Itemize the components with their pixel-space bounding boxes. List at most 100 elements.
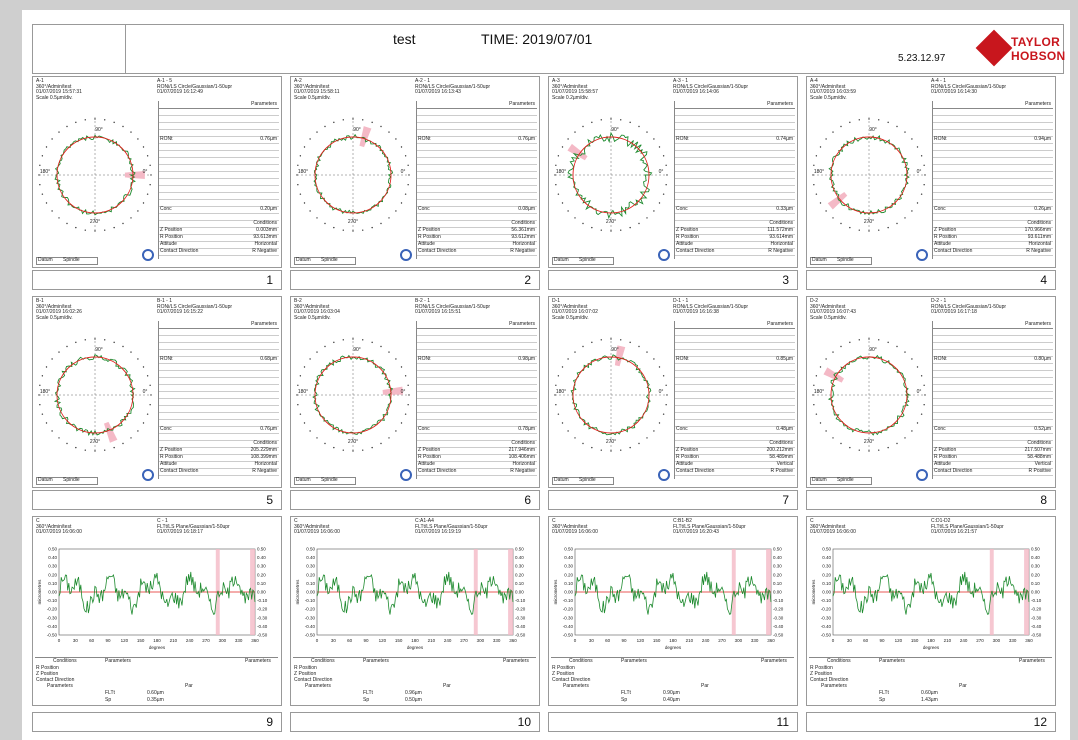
polar-tick: [309, 358, 311, 360]
y-tick-label-right: 0.10: [773, 581, 782, 586]
table-row: [933, 178, 1053, 186]
r-position-label: R Position: [36, 665, 59, 671]
software-version: 5.23.12.97: [898, 53, 946, 64]
table-row: [933, 171, 1053, 179]
table-row: R Position 93.614mm: [675, 234, 795, 242]
polar-tick: [362, 229, 364, 231]
table-row: [675, 178, 795, 186]
table-row: [933, 108, 1053, 116]
table-row: Contact Direction R Negative: [417, 468, 537, 476]
polar-tick: [303, 202, 306, 204]
roundness-card: D-2 360°/Admin/test 01/07/2019 16:07:43 D-2…: [806, 296, 1056, 488]
polar-tick: [591, 121, 593, 124]
polar-tick: [104, 449, 106, 451]
table-row: [933, 143, 1053, 151]
polar-label-left: 180°: [298, 169, 308, 175]
polar-tick: [380, 442, 382, 445]
polar-tick: [653, 430, 655, 432]
condition-value: 93.614mm: [769, 234, 793, 240]
polar-tick: [45, 146, 48, 148]
measurement-date: 01/07/2019 16:07:43: [810, 309, 856, 316]
polar-tick: [94, 338, 96, 340]
polar-tick: [316, 131, 318, 133]
y-tick-label-left: -0.10: [821, 598, 832, 603]
contact-direction-label: Contact Direction: [294, 677, 333, 683]
table-row: [675, 185, 795, 193]
y-tick-label-right: 0.50: [515, 547, 524, 552]
table-row: [159, 199, 279, 207]
report-header: test TIME: 2019/07/01 5.23.12.97 TAYLOR …: [32, 24, 1065, 74]
table-row: Conc 0.33µm: [675, 206, 795, 214]
condition-value: 200.212mm: [766, 447, 793, 453]
y-tick-label-left: -0.20: [821, 607, 832, 612]
condition-value: R Negative: [252, 248, 277, 254]
panel-number: 6: [524, 493, 531, 507]
polar-tick: [297, 384, 299, 386]
analysis-id: D-2 - 1: [931, 298, 947, 304]
condition-value: Horizontal: [1028, 241, 1051, 247]
table-row: [933, 349, 1053, 357]
table-row: [933, 185, 1053, 193]
measurement-id: C: [810, 518, 814, 524]
flatness-card: C 360°/Admin/test 01/07/2019 16:06:00 C:D1-…: [806, 516, 1056, 706]
polar-tick: [45, 366, 48, 368]
polar-highlight: [827, 191, 848, 210]
analysis-id: C:A1-A4: [415, 518, 434, 524]
polar-tick: [555, 384, 557, 386]
y-tick-label-right: -0.40: [1031, 624, 1042, 629]
polar-tick: [66, 345, 68, 348]
polar-label-top: 90°: [869, 127, 877, 133]
measurement-id: D-2: [810, 298, 819, 304]
flatness-plot: 0.50 0.50 0.40 0.40 0.30 0.30 0.20 0.20 0.10 0.10…: [37, 547, 268, 651]
z-position-label: Z Position: [810, 671, 833, 677]
polar-tick: [840, 222, 842, 225]
panel-number-box: 1: [32, 270, 282, 290]
parameters-heading: Parameters: [621, 658, 647, 664]
polar-tick: [646, 131, 648, 133]
measurement-path: 360°/Admin/test: [810, 303, 846, 310]
table-row: [417, 328, 537, 336]
x-tick-label: 300: [219, 638, 227, 643]
table-row: [417, 363, 537, 371]
polar-tick: [113, 226, 115, 229]
y-tick-label-right: -0.50: [257, 633, 268, 638]
y-tick-label-right: 0.30: [515, 564, 524, 569]
table-row: [675, 335, 795, 343]
table-row: [675, 143, 795, 151]
polar-tick: [658, 422, 661, 424]
param-value: 0.20µm: [260, 206, 277, 212]
condition-value: Horizontal: [254, 241, 277, 247]
table-row: [159, 335, 279, 343]
polar-tick: [371, 121, 373, 124]
spindle-label: Spindle: [321, 257, 338, 263]
polar-tick: [582, 345, 584, 348]
x-tick-label: 90: [879, 638, 885, 643]
polar-tick: [638, 125, 640, 128]
polar-tick: [815, 413, 818, 415]
table-row: [159, 122, 279, 130]
panel-number: 7: [782, 493, 789, 507]
table-row: Conditions: [159, 440, 279, 448]
y-tick-label-left: -0.10: [47, 598, 58, 603]
polar-tick: [620, 229, 622, 231]
spindle-label: Spindle: [321, 477, 338, 483]
roundness-profile: [828, 135, 910, 216]
polar-label-left: 180°: [556, 389, 566, 395]
panel-number: 5: [266, 493, 273, 507]
roundness-card: B-1 360°/Admin/test 01/07/2019 16:02:26 B-1…: [32, 296, 282, 488]
polar-label-bottom: 270°: [606, 439, 616, 445]
datum-label: Datum: [296, 477, 311, 483]
x-tick-label: 30: [73, 638, 79, 643]
y-tick-label-right: 0.30: [257, 564, 266, 569]
polar-tick: [646, 437, 648, 439]
polar-tick: [887, 341, 889, 344]
measurement-id: C: [552, 518, 556, 524]
polar-tick: [840, 125, 842, 128]
table-row: Z Position 56.361mm: [417, 227, 537, 235]
reference-circle: [830, 356, 908, 434]
table-row: [417, 419, 537, 427]
y-tick-label-left: 0.20: [48, 572, 57, 577]
table-row: [159, 108, 279, 116]
roundness-panel: B-2 360°/Admin/test 01/07/2019 16:03:04 B-2…: [290, 296, 540, 510]
y-tick-label-left: -0.20: [563, 607, 574, 612]
